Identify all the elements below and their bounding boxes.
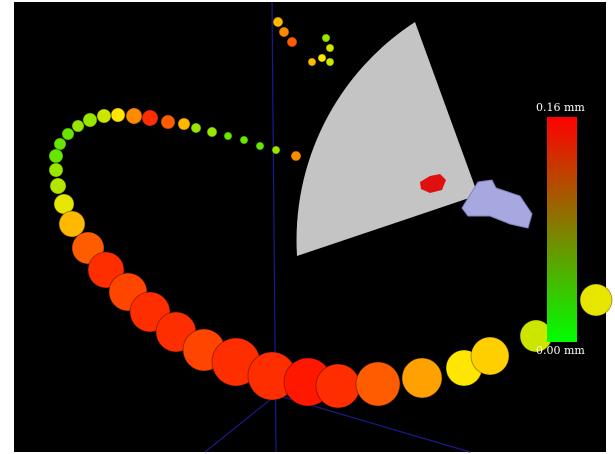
bead: [223, 131, 233, 141]
bead: [272, 16, 284, 28]
bead: [110, 107, 126, 123]
target-marker: [420, 174, 446, 193]
bead: [278, 26, 290, 38]
max-label: 0.16 mm: [536, 101, 585, 114]
color-scale: [547, 117, 577, 342]
bead: [49, 177, 67, 195]
bead: [177, 117, 191, 131]
bead: [255, 141, 265, 151]
min-label: 0.00 mm: [536, 344, 585, 357]
bead: [160, 114, 176, 130]
probe: [461, 179, 533, 229]
bead: [401, 357, 443, 399]
bead: [307, 57, 317, 67]
bead: [579, 283, 613, 317]
bead: [53, 137, 67, 151]
bead: [315, 363, 361, 409]
bead: [125, 107, 143, 125]
bead: [325, 57, 335, 67]
bead: [61, 127, 75, 141]
bead: [96, 108, 112, 124]
bead: [317, 53, 327, 63]
bead: [321, 33, 331, 43]
bead: [190, 122, 202, 134]
bead: [48, 148, 64, 164]
scan-sector: [296, 22, 478, 256]
bead: [71, 119, 85, 133]
bead: [239, 135, 249, 145]
bead: [355, 361, 401, 407]
bead: [48, 162, 64, 178]
bead: [141, 109, 159, 127]
bead: [286, 36, 298, 48]
color-bar: 0.16 mm 0.00 mm: [536, 101, 585, 357]
measurement-beads: [48, 16, 613, 409]
bead: [470, 336, 510, 376]
bead: [325, 43, 335, 53]
bead: [290, 150, 302, 162]
axis-line: [204, 394, 277, 453]
bead: [271, 145, 281, 155]
bead: [82, 112, 98, 128]
bead: [206, 126, 218, 138]
bead: [58, 210, 86, 238]
